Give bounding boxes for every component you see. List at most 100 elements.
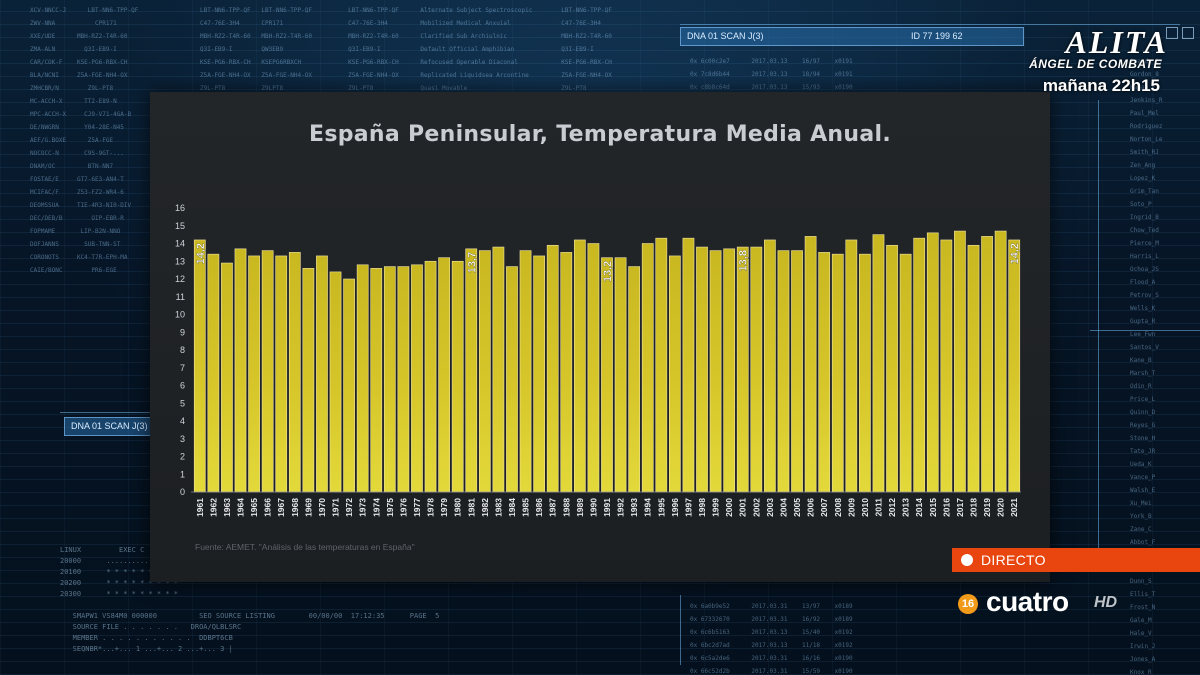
frame-line [1090, 330, 1200, 331]
channel-hd-label: HD [1094, 594, 1118, 611]
bar [193, 239, 206, 493]
channel-name: cuatro [986, 586, 1069, 617]
x-tick-label: 2015 [928, 498, 938, 517]
x-tick-label: 2002 [751, 498, 761, 517]
x-tick-label: 1994 [643, 498, 653, 517]
scan-tag-top-label: DNA 01 SCAN J(3) [687, 31, 764, 41]
live-badge: DIRECTO [952, 548, 1200, 572]
promo-time: mañana 22h15 [1042, 76, 1160, 95]
data-label: 13,2 [602, 261, 614, 282]
bar [872, 234, 885, 493]
bar [492, 246, 505, 493]
data-label: 14,2 [1009, 243, 1021, 264]
bar [736, 246, 749, 493]
bar [926, 232, 939, 493]
bar [655, 237, 668, 493]
bar [886, 244, 898, 493]
bar [356, 264, 369, 493]
window-control-icon [1166, 27, 1178, 39]
bar [411, 264, 423, 493]
x-tick-label: 1961 [195, 498, 205, 517]
x-tick-label: 1999 [711, 498, 721, 517]
y-tick-label: 5 [180, 398, 185, 408]
y-tick-label: 11 [176, 292, 185, 302]
x-tick-label: 1976 [398, 498, 408, 517]
bar [546, 244, 559, 493]
x-tick-label: 2006 [806, 498, 816, 517]
y-tick-label: 7 [180, 363, 185, 373]
x-tick-label: 1990 [588, 498, 598, 517]
bar [465, 248, 478, 493]
x-tick-label: 1996 [670, 498, 680, 517]
background-code-block: LINUX EXEC C 20000 ........... 20100 * *… [60, 546, 440, 653]
x-tick-label: 1965 [249, 498, 259, 517]
x-tick-label: 1986 [534, 498, 544, 517]
bar [424, 260, 437, 493]
data-label: 14,2 [195, 243, 207, 264]
x-tick-label: 1995 [656, 498, 666, 517]
data-label: 13,7 [466, 252, 478, 273]
bar [261, 250, 274, 493]
x-tick-label: 1969 [303, 498, 313, 517]
x-tick-label: 1987 [548, 498, 558, 517]
bar [1008, 239, 1021, 493]
window-close-icon [1182, 27, 1194, 39]
x-tick-label: 1998 [697, 498, 707, 517]
y-tick-label: 1 [180, 469, 185, 479]
bar [478, 250, 491, 493]
x-tick-label: 2009 [846, 498, 856, 517]
frame-line [1098, 100, 1099, 570]
background-data-table-top: LBT-NN6-TPP-QF LBT-NN6-TPP-QF LBT-NN6-TP… [200, 7, 612, 92]
bar [221, 262, 233, 493]
y-tick-label: 12 [175, 274, 185, 284]
x-tick-label: 2004 [778, 498, 788, 517]
x-tick-label: 1978 [426, 498, 436, 517]
chart-panel: España Peninsular, Temperatura Media Anu… [150, 92, 1050, 582]
bar [288, 252, 301, 493]
bar [818, 252, 831, 493]
bar [859, 253, 871, 493]
y-tick-label: 16 [175, 203, 185, 213]
age-rating-badge: 16 [958, 594, 978, 614]
y-tick-label: 8 [180, 345, 185, 355]
x-tick-label: 1975 [385, 498, 395, 517]
scan-tag-top: DNA 01 SCAN J(3) ID 77 199 62 [680, 27, 1024, 46]
x-tick-label: 1993 [629, 498, 639, 517]
bar [560, 252, 573, 493]
frame-line [680, 595, 681, 665]
bar [981, 236, 993, 493]
bar [709, 250, 722, 493]
bar [967, 244, 980, 493]
bar [994, 230, 1007, 493]
x-tick-label: 1997 [683, 498, 693, 517]
bar [628, 266, 641, 493]
chart-title: España Peninsular, Temperatura Media Anu… [309, 122, 891, 147]
y-tick-label: 4 [180, 416, 185, 426]
bar [682, 237, 695, 493]
x-tick-label: 1963 [222, 498, 232, 517]
x-tick-label: 2005 [792, 498, 802, 517]
channel-logo: 16 cuatro HD [958, 586, 1148, 624]
promo-title: ALITA [1065, 24, 1168, 60]
bar [573, 239, 586, 493]
y-tick-label: 9 [180, 327, 185, 337]
bar [831, 253, 844, 493]
y-tick-label: 6 [180, 381, 185, 391]
x-tick-label: 1980 [453, 498, 463, 517]
x-tick-label: 1984 [507, 498, 517, 517]
bar [791, 250, 803, 493]
background-data-table-bottom: 0x 6a0b9e52 2017.03.31 13/97 x0189 0x 67… [690, 603, 853, 675]
y-tick-label: 2 [180, 452, 185, 462]
bar [370, 268, 383, 493]
data-label: 13,8 [738, 250, 750, 271]
x-tick-label: 2011 [873, 498, 883, 517]
x-tick-label: 1981 [466, 498, 476, 517]
bar [601, 257, 613, 493]
x-tick-label: 1964 [236, 498, 246, 517]
y-tick-label: 3 [180, 434, 185, 444]
x-tick-label: 2012 [887, 498, 897, 517]
x-tick-label: 1982 [480, 498, 490, 517]
bar [275, 255, 288, 493]
x-tick-label: 2019 [982, 498, 992, 517]
